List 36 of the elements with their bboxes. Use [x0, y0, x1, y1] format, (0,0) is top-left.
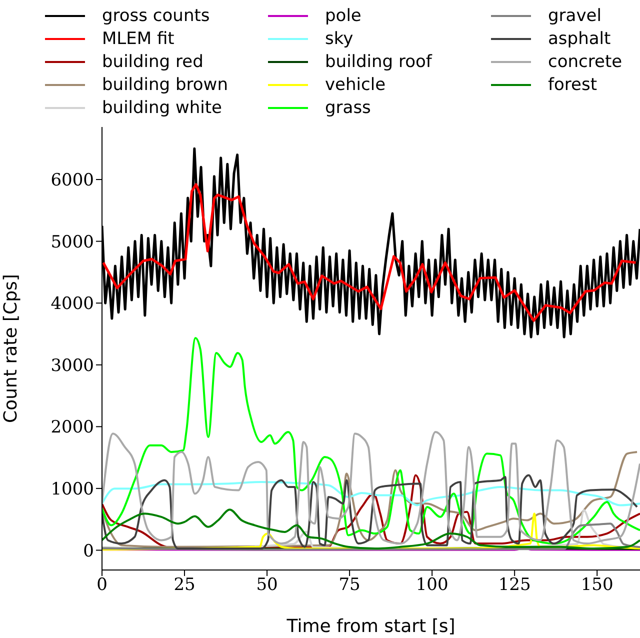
- y-tick-label: 3000: [50, 356, 94, 376]
- legend-label: gravel: [548, 6, 602, 26]
- legend-label: asphalt: [548, 28, 611, 48]
- y-tick-label: 1000: [50, 479, 94, 500]
- legend-label: building red: [102, 52, 204, 72]
- line-series: [102, 336, 640, 545]
- legend-label: MLEM fit: [102, 28, 174, 48]
- line-series: [102, 431, 640, 545]
- legend-label: gross counts: [102, 6, 210, 26]
- legend-label: building white: [102, 98, 222, 118]
- x-tick-label: 75: [338, 575, 360, 596]
- legend-label: building roof: [325, 52, 432, 72]
- line-series: [102, 522, 640, 551]
- legend-label: pole: [325, 6, 362, 26]
- line-series: [102, 450, 638, 548]
- legend-label: sky: [325, 28, 354, 48]
- legend-label: building brown: [102, 74, 228, 94]
- y-tick-label: 0: [83, 541, 94, 562]
- y-axis-title: Count rate [Cps]: [0, 274, 22, 423]
- legend-label: vehicle: [325, 74, 386, 94]
- line-series: [102, 183, 637, 322]
- y-tick-label: 4000: [50, 294, 94, 314]
- x-tick-label: 0: [96, 575, 108, 596]
- x-tick-label: 25: [174, 575, 196, 596]
- x-tick-label: 50: [256, 575, 278, 596]
- legend-label: concrete: [548, 52, 622, 72]
- x-axis-title: Time from start [s]: [286, 616, 456, 637]
- x-tick-label: 150: [580, 575, 614, 596]
- y-tick-label: 6000: [50, 170, 94, 191]
- legend-label: forest: [548, 74, 597, 94]
- x-tick-label: 125: [498, 575, 531, 596]
- line-series: [102, 480, 640, 506]
- y-tick-label: 2000: [50, 418, 94, 438]
- x-tick-label: 100: [416, 575, 448, 596]
- legend-label: grass: [325, 98, 371, 118]
- y-tick-label: 5000: [50, 232, 94, 252]
